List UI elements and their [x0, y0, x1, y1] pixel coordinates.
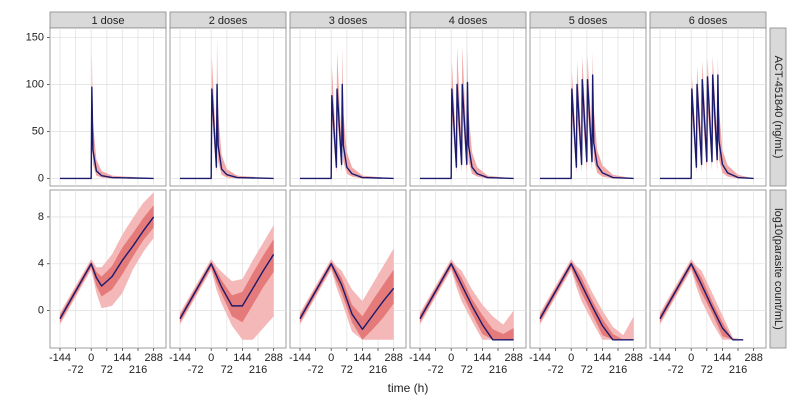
line	[539, 263, 634, 341]
line	[179, 83, 274, 180]
x-tick-label: 0	[448, 352, 454, 364]
panel-plot	[650, 190, 766, 348]
x-tick-label: -144	[289, 352, 311, 364]
x-tick-label: 0	[328, 352, 334, 364]
line	[299, 263, 395, 330]
band	[179, 225, 274, 340]
x-tick-label: 72	[101, 364, 113, 376]
line	[179, 253, 275, 320]
column-strip-label: 5 doses	[569, 15, 608, 27]
panel-plot	[410, 28, 526, 186]
band	[539, 261, 634, 340]
panel-plot	[650, 28, 766, 186]
y-tick-label: 150	[26, 31, 44, 43]
x-tick-label: 144	[113, 352, 131, 364]
line	[299, 83, 394, 180]
y-tick-label: 0	[38, 172, 44, 184]
x-tick-label: 72	[221, 364, 233, 376]
x-tick-label: 216	[369, 364, 387, 376]
x-tick-label: 288	[744, 352, 762, 364]
panel-plot	[170, 190, 286, 348]
x-tick-label: 216	[609, 364, 627, 376]
x-tick-label: -72	[188, 364, 204, 376]
panel-plot	[530, 28, 646, 186]
x-tick-label: 72	[461, 364, 473, 376]
x-tick-label: 144	[593, 352, 611, 364]
band	[419, 261, 514, 340]
x-tick-label: -72	[428, 364, 444, 376]
panel	[169, 27, 287, 187]
x-tick-label: 216	[489, 364, 507, 376]
x-axis-label: time (h)	[388, 381, 429, 395]
strip	[769, 27, 787, 187]
x-tick-label: 288	[384, 352, 402, 364]
column-strip-label: 6 doses	[689, 15, 728, 27]
x-tick-label: 288	[624, 352, 642, 364]
panel-plot	[290, 190, 406, 348]
x-tick-label: 144	[233, 352, 251, 364]
x-tick-label: 288	[264, 352, 282, 364]
line	[659, 74, 754, 180]
row-strip-label: log10(parasite count/mL)	[772, 208, 784, 330]
x-tick-label: -72	[668, 364, 684, 376]
line	[539, 74, 634, 180]
x-tick-label: 144	[473, 352, 491, 364]
line	[419, 263, 514, 341]
band	[59, 205, 154, 323]
y-tick-label: 8	[38, 211, 44, 223]
x-tick-label: -144	[409, 352, 431, 364]
x-tick-label: 72	[701, 364, 713, 376]
x-tick-label: -144	[169, 352, 191, 364]
x-tick-label: 72	[341, 364, 353, 376]
column-strip-label: 4 doses	[449, 15, 488, 27]
band	[659, 259, 744, 340]
x-tick-label: -72	[548, 364, 564, 376]
y-tick-label: 50	[32, 125, 44, 137]
panel-plot	[290, 28, 406, 186]
panel-plot	[50, 28, 166, 186]
panel	[529, 189, 647, 349]
panel	[649, 189, 767, 349]
line	[59, 216, 155, 320]
column-strip-label: 3 doses	[329, 15, 368, 27]
panel-plot	[170, 28, 286, 186]
panel-plot	[50, 190, 166, 348]
x-tick-label: 144	[353, 352, 371, 364]
row-strip-label: ACT-451840 (ng/mL)	[772, 56, 784, 159]
x-tick-label: 0	[88, 352, 94, 364]
band	[59, 192, 154, 325]
strip	[769, 189, 787, 349]
x-tick-label: 288	[144, 352, 162, 364]
x-tick-label: 216	[249, 364, 267, 376]
x-tick-label: -144	[49, 352, 71, 364]
x-tick-label: -144	[529, 352, 551, 364]
line	[659, 263, 744, 341]
column-strip-label: 1 dose	[91, 15, 124, 27]
x-tick-label: 0	[568, 352, 574, 364]
x-tick-label: 72	[581, 364, 593, 376]
line	[419, 81, 514, 180]
y-tick-label: 4	[38, 258, 44, 270]
x-tick-label: -72	[308, 364, 324, 376]
y-tick-label: 100	[26, 78, 44, 90]
line	[59, 86, 154, 180]
panel	[49, 27, 167, 187]
column-strip-label: 2 doses	[209, 15, 248, 27]
x-tick-label: -144	[649, 352, 671, 364]
x-tick-label: -72	[68, 364, 84, 376]
x-tick-label: 0	[208, 352, 214, 364]
x-tick-label: 216	[129, 364, 147, 376]
x-tick-label: 288	[504, 352, 522, 364]
x-tick-label: 144	[713, 352, 731, 364]
x-tick-label: 0	[688, 352, 694, 364]
panel-plot	[410, 190, 526, 348]
x-tick-label: 216	[729, 364, 747, 376]
y-tick-label: 0	[38, 304, 44, 316]
panel-plot	[530, 190, 646, 348]
band	[179, 239, 274, 323]
